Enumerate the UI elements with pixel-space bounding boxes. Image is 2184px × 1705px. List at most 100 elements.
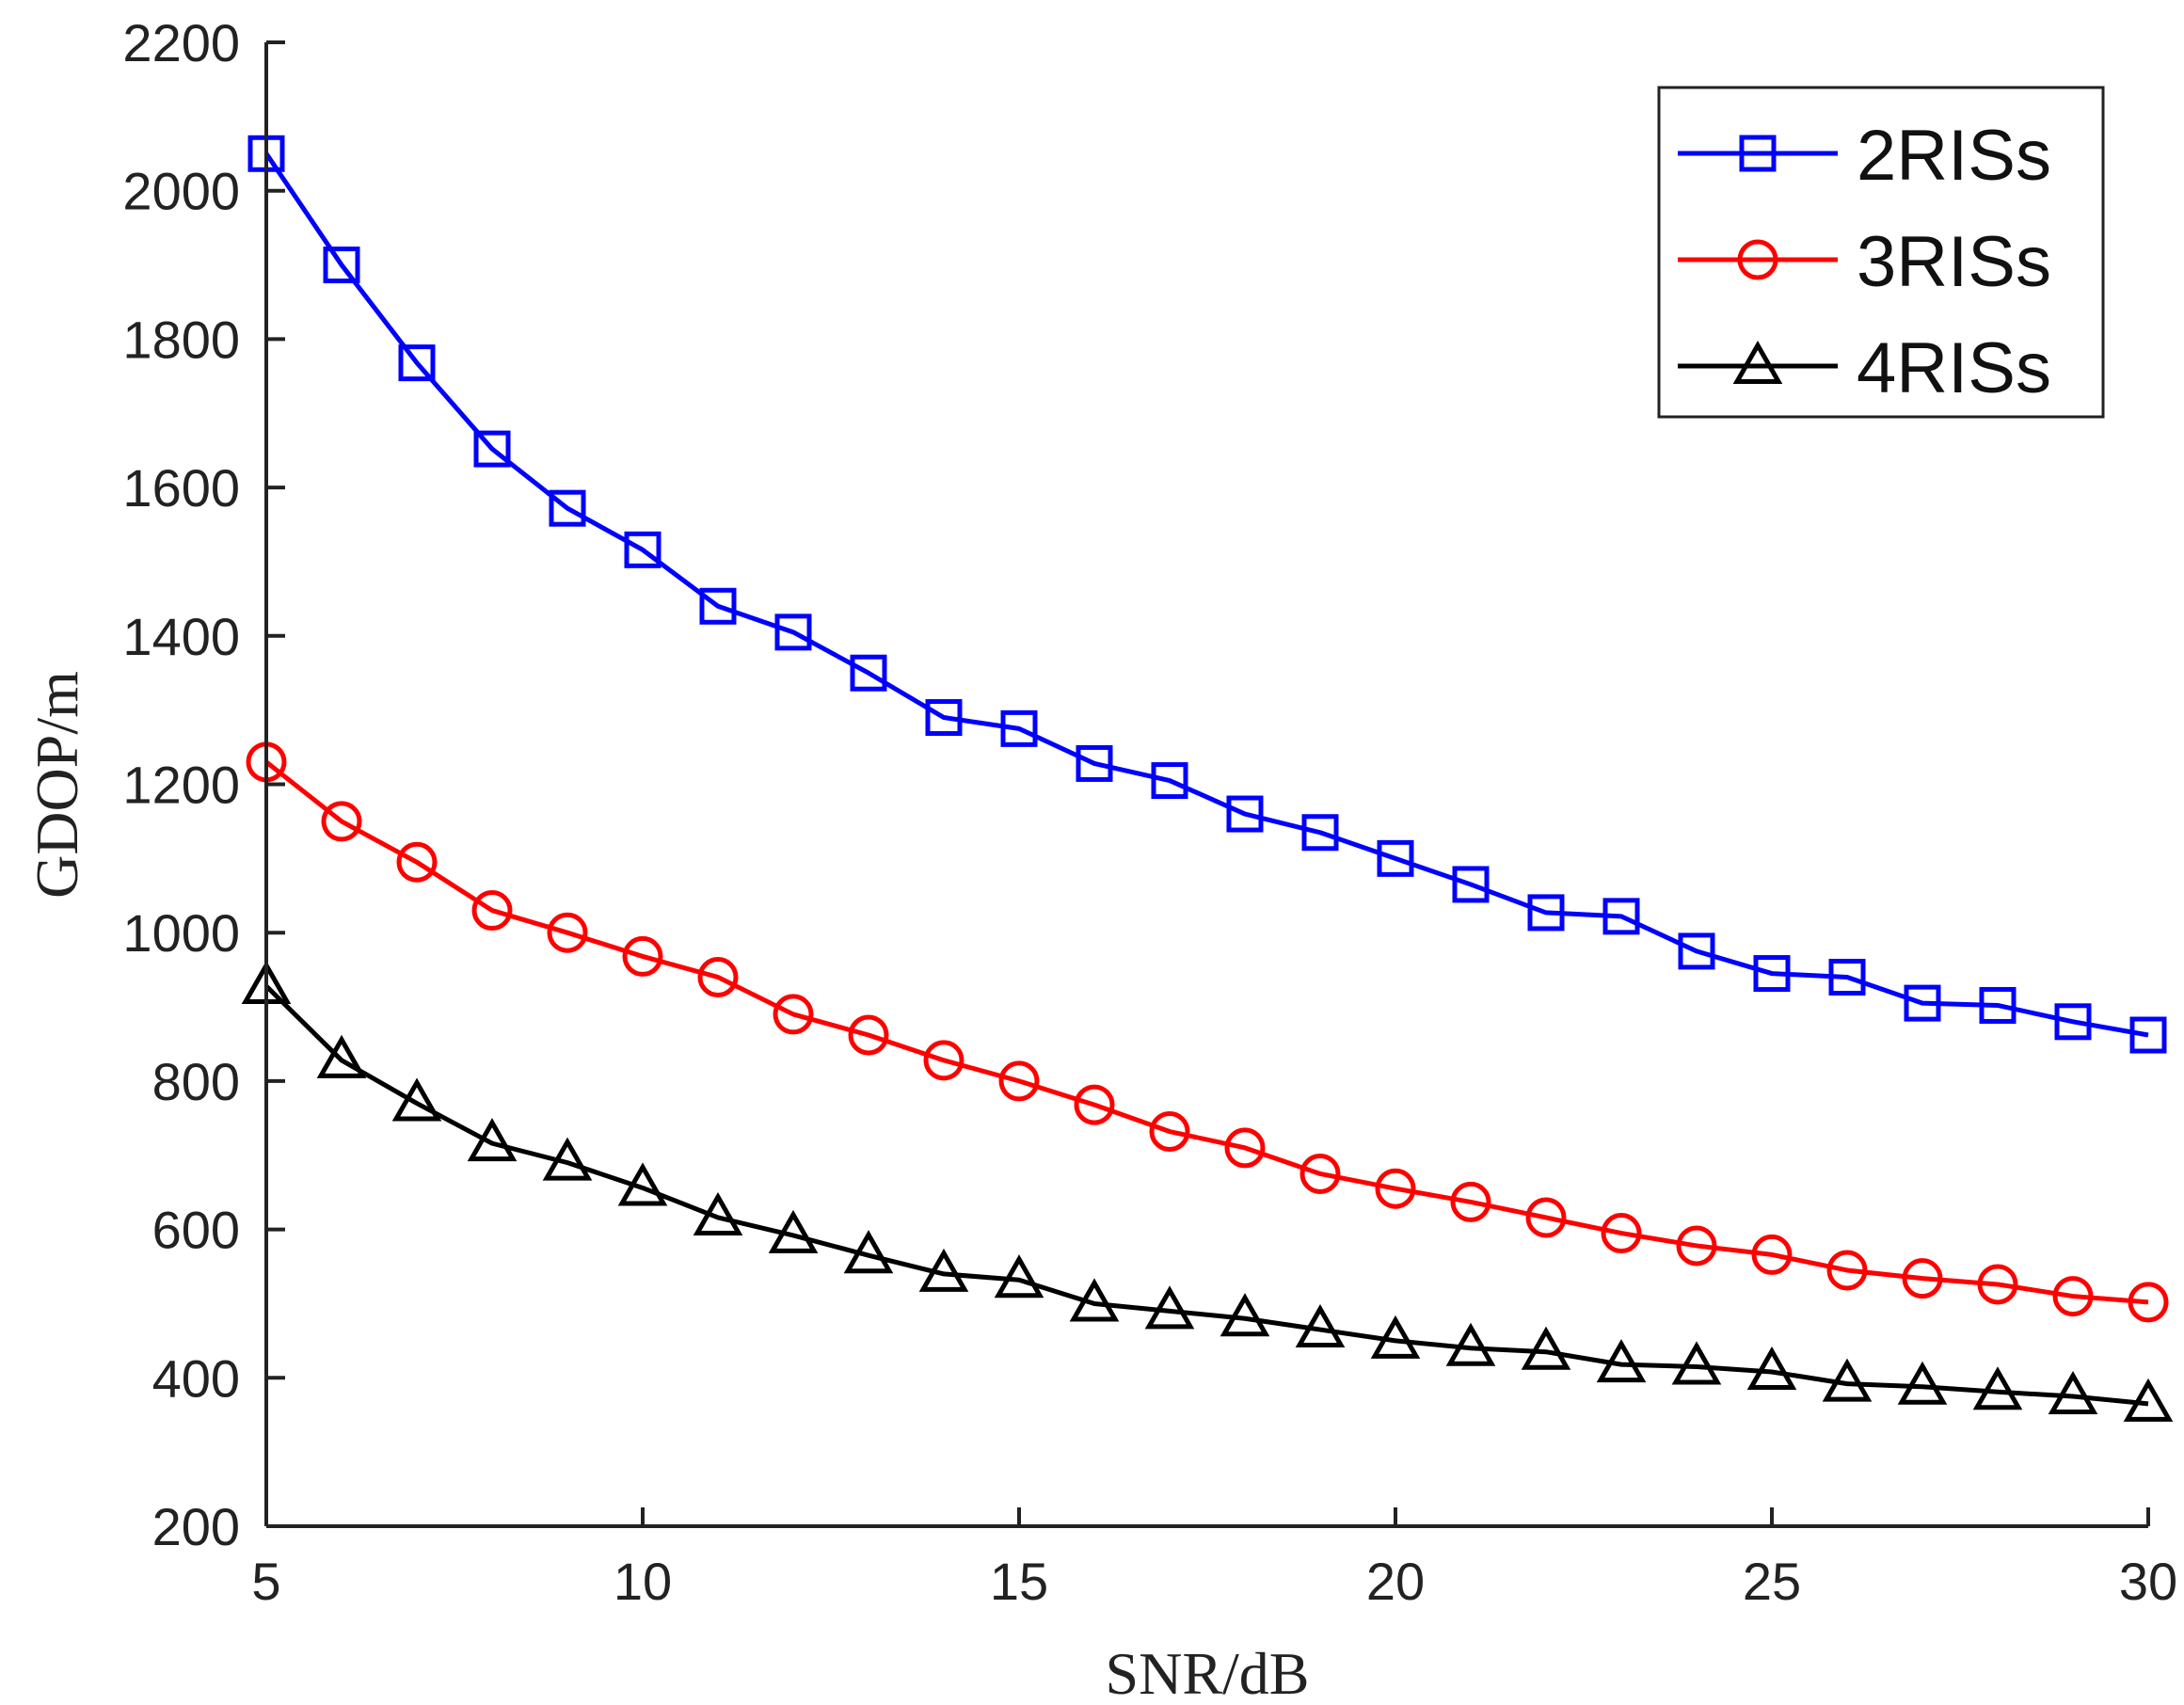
x-tick-label: 25 bbox=[1743, 1552, 1801, 1611]
data-point-4RISs-21 bbox=[1445, 1322, 1496, 1366]
data-point-4RISs-22 bbox=[1521, 1326, 1571, 1370]
legend-entry-3RISs: 3RISs bbox=[1678, 222, 2051, 302]
data-point-3RISs-6 bbox=[321, 801, 362, 842]
data-point-2RISs-26 bbox=[1828, 959, 1866, 996]
data-point-4RISs-8 bbox=[467, 1118, 518, 1162]
x-tick-label: 5 bbox=[251, 1552, 280, 1611]
data-point-3RISs-25 bbox=[1751, 1234, 1793, 1275]
y-tick-label: 200 bbox=[152, 1497, 240, 1556]
data-point-4RISs-26 bbox=[1822, 1358, 1873, 1402]
data-point-4RISs-29 bbox=[2048, 1370, 2098, 1415]
data-point-4RISs-24 bbox=[1671, 1341, 1722, 1385]
data-point-3RISs-15 bbox=[998, 1060, 1040, 1102]
data-point-3RISs-26 bbox=[1826, 1250, 1868, 1291]
data-point-4RISs-11 bbox=[693, 1191, 743, 1235]
legend-marker-4RISs bbox=[1732, 340, 1783, 384]
data-point-3RISs-9 bbox=[547, 912, 588, 953]
data-point-4RISs-18 bbox=[1220, 1293, 1270, 1337]
legend-entries: 2RISs 3RISs 4RISs bbox=[1678, 116, 2051, 408]
y-tick-label: 1400 bbox=[122, 607, 240, 666]
data-point-4RISs-12 bbox=[768, 1209, 819, 1253]
data-point-2RISs-14 bbox=[925, 699, 963, 737]
data-point-3RISs-7 bbox=[396, 841, 438, 883]
data-point-2RISs-27 bbox=[1904, 984, 1941, 1022]
data-point-2RISs-6 bbox=[323, 247, 360, 284]
legend-label: 2RISs bbox=[1857, 116, 2051, 196]
y-axis-title: GDOP/m bbox=[24, 671, 90, 899]
series-layer bbox=[241, 135, 2174, 1422]
data-point-3RISs-22 bbox=[1525, 1197, 1567, 1238]
data-point-4RISs-17 bbox=[1144, 1285, 1195, 1330]
legend-box bbox=[1657, 86, 2105, 419]
legend-marker-2RISs bbox=[1739, 135, 1777, 172]
data-point-3RISs-30 bbox=[2128, 1282, 2169, 1323]
data-point-2RISs-19 bbox=[1301, 814, 1339, 852]
legend-entry-4RISs: 4RISs bbox=[1678, 328, 2051, 408]
data-point-4RISs-27 bbox=[1897, 1361, 1948, 1405]
data-point-2RISs-9 bbox=[549, 489, 586, 527]
legend-entry-2RISs: 2RISs bbox=[1678, 116, 2051, 196]
data-point-2RISs-18 bbox=[1226, 795, 1264, 833]
y-tick-label: 400 bbox=[152, 1348, 240, 1408]
series-4RISs bbox=[241, 960, 2174, 1422]
x-tick-label: 10 bbox=[614, 1552, 672, 1611]
data-point-3RISs-16 bbox=[1074, 1084, 1115, 1125]
data-point-2RISs-21 bbox=[1452, 866, 1490, 903]
data-point-4RISs-25 bbox=[1746, 1346, 1797, 1390]
data-point-2RISs-13 bbox=[850, 654, 887, 692]
legend-label: 3RISs bbox=[1857, 222, 2051, 302]
data-point-2RISs-24 bbox=[1678, 932, 1715, 970]
y-tick-label: 2200 bbox=[122, 13, 240, 72]
data-point-4RISs-6 bbox=[316, 1034, 367, 1078]
data-point-2RISs-29 bbox=[2054, 1003, 2092, 1041]
data-point-2RISs-11 bbox=[699, 587, 737, 625]
data-point-4RISs-28 bbox=[1972, 1366, 2023, 1410]
data-point-2RISs-8 bbox=[473, 430, 511, 468]
data-point-2RISs-28 bbox=[1979, 986, 2017, 1024]
data-point-2RISs-22 bbox=[1527, 894, 1565, 932]
data-point-3RISs-17 bbox=[1149, 1111, 1190, 1153]
data-point-3RISs-8 bbox=[471, 890, 513, 932]
y-tick-label: 1800 bbox=[122, 310, 240, 369]
data-point-4RISs-15 bbox=[994, 1254, 1044, 1299]
data-point-3RISs-21 bbox=[1450, 1181, 1491, 1222]
data-point-3RISs-24 bbox=[1676, 1225, 1717, 1267]
data-point-3RISs-12 bbox=[773, 994, 814, 1035]
data-point-4RISs-9 bbox=[542, 1137, 593, 1181]
data-point-3RISs-18 bbox=[1224, 1127, 1266, 1169]
data-point-3RISs-23 bbox=[1601, 1213, 1642, 1254]
y-tick-label: 1000 bbox=[122, 903, 240, 963]
data-point-4RISs-16 bbox=[1069, 1278, 1120, 1322]
data-point-2RISs-25 bbox=[1753, 955, 1791, 993]
data-point-2RISs-20 bbox=[1377, 839, 1414, 877]
y-tick-label: 1200 bbox=[122, 756, 240, 815]
legend-label: 4RISs bbox=[1857, 328, 2051, 408]
y-tick-label: 2000 bbox=[122, 162, 240, 221]
data-point-4RISs-19 bbox=[1295, 1304, 1346, 1348]
series-line-2RISs bbox=[263, 151, 2149, 1038]
data-point-4RISs-7 bbox=[391, 1077, 442, 1122]
y-tick-label: 800 bbox=[152, 1052, 240, 1111]
data-point-3RISs-10 bbox=[622, 935, 663, 977]
data-point-3RISs-29 bbox=[2052, 1276, 2094, 1317]
data-point-3RISs-19 bbox=[1299, 1153, 1341, 1194]
y-tick-label: 1600 bbox=[122, 458, 240, 518]
data-point-4RISs-30 bbox=[2123, 1378, 2174, 1422]
data-point-3RISs-11 bbox=[697, 957, 739, 998]
data-point-2RISs-7 bbox=[398, 344, 436, 382]
data-point-4RISs-10 bbox=[617, 1162, 668, 1206]
data-point-3RISs-14 bbox=[923, 1040, 964, 1081]
series-line-3RISs bbox=[264, 759, 2149, 1305]
data-point-4RISs-23 bbox=[1596, 1339, 1647, 1383]
data-point-2RISs-15 bbox=[1000, 709, 1038, 747]
x-tick-label: 30 bbox=[2119, 1552, 2177, 1611]
data-point-4RISs-13 bbox=[843, 1230, 894, 1274]
x-axis-title: SNR/dB bbox=[1106, 1640, 1310, 1705]
data-point-2RISs-10 bbox=[624, 531, 662, 568]
data-point-3RISs-27 bbox=[1902, 1258, 1943, 1299]
data-point-2RISs-30 bbox=[2129, 1016, 2167, 1054]
x-tick-label: 15 bbox=[990, 1552, 1048, 1611]
data-point-4RISs-20 bbox=[1370, 1315, 1421, 1359]
data-point-3RISs-20 bbox=[1375, 1168, 1416, 1209]
